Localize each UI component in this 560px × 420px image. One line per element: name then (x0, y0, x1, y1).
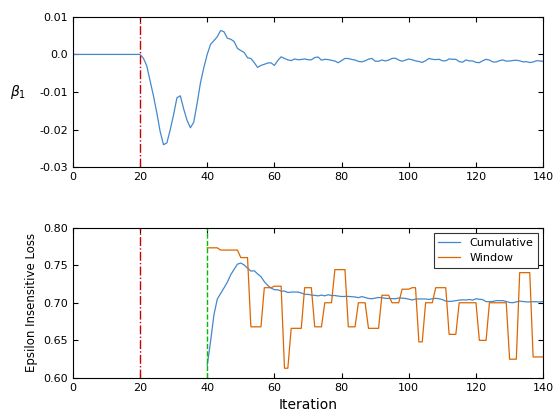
Cumulative (204, 363, 211, 368)
Window (409, 285, 416, 290)
Cumulative (442, 299, 449, 304)
Line: Cumulative: Cumulative (207, 263, 543, 365)
Window (442, 285, 449, 290)
Cumulative (540, 299, 547, 304)
Cumulative (362, 295, 368, 300)
Cumulative (291, 289, 298, 294)
Y-axis label: Epsilon Insensitive Loss: Epsilon Insensitive Loss (25, 233, 38, 372)
Window (204, 245, 211, 250)
Y-axis label: $\beta_1$: $\beta_1$ (10, 83, 26, 101)
Window (459, 300, 466, 305)
Window (227, 247, 234, 252)
X-axis label: Iteration: Iteration (278, 399, 338, 412)
Cumulative (227, 272, 234, 277)
Window (281, 366, 288, 371)
Cumulative (459, 297, 466, 302)
Legend: Cumulative, Window: Cumulative, Window (434, 233, 538, 268)
Cumulative (409, 297, 416, 302)
Window (540, 354, 547, 360)
Window (291, 326, 298, 331)
Cumulative (237, 260, 244, 265)
Line: Window: Window (207, 248, 543, 368)
Window (362, 300, 368, 305)
